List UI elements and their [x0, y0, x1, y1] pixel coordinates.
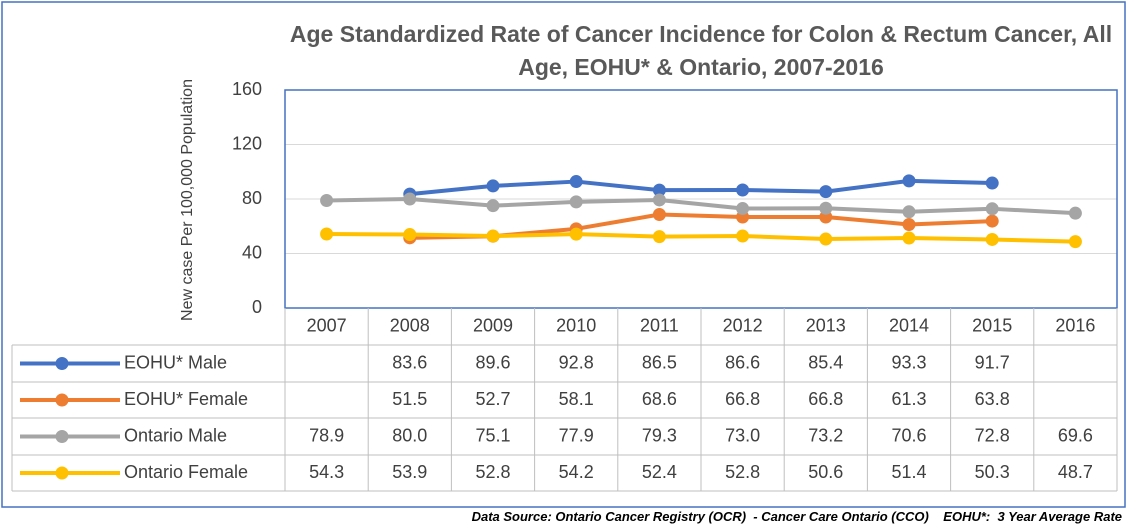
table-value: 77.9: [559, 425, 594, 445]
table-value: 63.8: [975, 389, 1010, 409]
y-tick-label: 80: [242, 188, 262, 208]
x-tick-label: 2013: [806, 315, 846, 335]
table-value: 79.3: [642, 425, 677, 445]
y-tick-label: 120: [232, 133, 262, 153]
chart-frame: [1, 1, 1126, 508]
table-value: 72.8: [975, 425, 1010, 445]
table-value: 89.6: [475, 352, 510, 372]
table-value: 66.8: [725, 389, 760, 409]
table-value: 73.0: [725, 425, 760, 445]
data-point: [736, 183, 750, 197]
data-point: [320, 193, 334, 207]
data-point: [819, 185, 833, 199]
data-point: [652, 183, 666, 197]
table-value: 50.6: [808, 462, 843, 482]
table-value: 61.3: [891, 389, 926, 409]
table-value: 75.1: [475, 425, 510, 445]
series-line: [409, 178, 993, 197]
table-value: 73.2: [808, 425, 843, 445]
table-value: 70.6: [891, 425, 926, 445]
data-point: [902, 217, 916, 231]
legend-label: Ontario Male: [124, 425, 227, 445]
y-tick-label: 40: [242, 242, 262, 262]
legend-marker: [55, 393, 69, 407]
table-value: 58.1: [559, 389, 594, 409]
data-point: [403, 228, 417, 242]
table-value: 52.8: [475, 462, 510, 482]
table-value: 86.5: [642, 352, 677, 372]
table-value: 51.4: [891, 462, 926, 482]
x-tick-label: 2016: [1055, 315, 1095, 335]
table-value: 51.5: [392, 389, 427, 409]
table-value: 85.4: [808, 352, 843, 372]
data-point: [819, 201, 833, 215]
table-value: 66.8: [808, 389, 843, 409]
table-value: 52.7: [475, 389, 510, 409]
table-value: 52.4: [642, 462, 677, 482]
legend-marker: [55, 357, 69, 370]
x-tick-label: 2010: [556, 315, 596, 335]
table-value: 54.3: [309, 462, 344, 482]
data-point: [486, 229, 500, 243]
data-point: [736, 229, 750, 243]
x-tick-label: 2009: [473, 315, 513, 335]
data-point: [1068, 235, 1082, 249]
data-point: [569, 195, 583, 209]
series-line: [326, 232, 1076, 244]
data-point: [403, 192, 417, 206]
table-value: 54.2: [559, 462, 594, 482]
data-point: [985, 202, 999, 216]
legend-marker: [55, 466, 69, 480]
data-point: [486, 179, 500, 193]
data-point: [569, 175, 583, 189]
x-tick-label: 2015: [972, 315, 1012, 335]
table-value: 80.0: [392, 425, 427, 445]
data-point: [985, 232, 999, 246]
data-point: [1068, 206, 1082, 220]
data-point: [902, 231, 916, 245]
legend-label: Ontario Female: [124, 462, 248, 482]
legend-label: EOHU* Female: [124, 389, 248, 409]
series-line: [326, 197, 1076, 216]
data-point: [985, 214, 999, 228]
data-point: [569, 227, 583, 241]
data-point: [486, 199, 500, 213]
y-tick-label: 0: [252, 297, 262, 317]
y-axis-label: New case Per 100,000 Population: [179, 79, 196, 321]
data-point: [902, 205, 916, 219]
table-value: 69.6: [1058, 425, 1093, 445]
table-value: 86.6: [725, 352, 760, 372]
y-tick-label: 160: [232, 79, 262, 99]
x-tick-label: 2012: [723, 315, 763, 335]
x-tick-label: 2014: [889, 315, 929, 335]
table-value: 93.3: [891, 352, 926, 372]
data-point: [819, 232, 833, 246]
data-point: [320, 227, 334, 241]
legend-marker: [55, 430, 69, 443]
data-point: [652, 193, 666, 207]
x-tick-label: 2011: [640, 315, 679, 335]
table-value: 91.7: [975, 352, 1010, 372]
x-tick-label: 2008: [390, 315, 430, 335]
table-value: 78.9: [309, 425, 344, 445]
table-value: 50.3: [975, 462, 1010, 482]
chart-title: Age Standardized Rate of Cancer Incidenc…: [289, 21, 1113, 80]
source-note: Data Source: Ontario Cancer Registry (OC…: [471, 509, 1122, 524]
table-value: 52.8: [725, 462, 760, 482]
data-point: [985, 176, 999, 190]
data-point: [736, 202, 750, 216]
legend-label: EOHU* Male: [124, 352, 227, 372]
data-point: [652, 208, 666, 222]
table-value: 48.7: [1058, 462, 1093, 482]
data-point: [902, 174, 916, 188]
data-point: [652, 230, 666, 244]
table-value: 68.6: [642, 389, 677, 409]
table-value: 83.6: [392, 352, 427, 372]
table-value: 92.8: [559, 352, 594, 372]
x-tick-label: 2007: [307, 315, 347, 335]
table-value: 53.9: [392, 462, 427, 482]
